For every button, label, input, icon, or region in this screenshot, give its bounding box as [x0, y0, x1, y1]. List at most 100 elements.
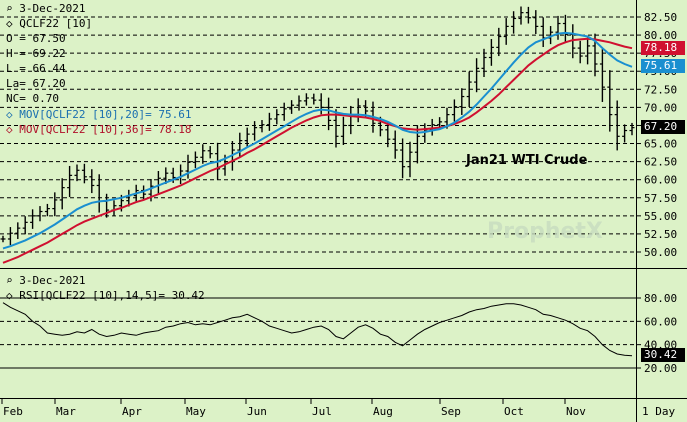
high-value: H = 69.22	[6, 47, 66, 60]
price-tick-label: 82.50	[644, 11, 677, 24]
price-bar	[163, 167, 169, 185]
price-bar	[525, 6, 531, 24]
annotation-text: Jan21 WTI Crude	[465, 153, 588, 168]
rsi-date: ⌕ 3-Dec-2021	[6, 274, 86, 287]
price-bar	[244, 127, 250, 148]
symbol-legend[interactable]: ◇ QCLF22 [10]	[6, 17, 93, 30]
price-bar	[459, 88, 465, 115]
chart-date: ⌕ 3-Dec-2021	[6, 2, 86, 15]
price-bar	[0, 235, 6, 243]
price-bar	[318, 93, 324, 115]
price-bar	[200, 144, 206, 164]
price-tick-label: 50.00	[644, 246, 677, 259]
mov36-legend[interactable]: ◇ MOV[QCLF22 [10],36]= 78.18	[6, 123, 192, 136]
price-bar	[496, 27, 502, 57]
price-bar	[252, 121, 258, 141]
price-bar	[22, 216, 28, 235]
price-bar	[15, 222, 21, 239]
month-label: Jul	[312, 405, 332, 418]
price-tick-label: 70.00	[644, 101, 677, 114]
price-bar	[303, 93, 309, 106]
month-label: Aug	[373, 405, 393, 418]
last-price-tag: 67.20	[641, 120, 685, 134]
price-bar	[296, 95, 302, 111]
month-label: Jun	[247, 405, 267, 418]
price-bar	[81, 163, 87, 184]
last-value: La= 67.20	[6, 77, 66, 90]
rsi-legend[interactable]: ◇ RSI[QCLF22 [10],14,5]= 30.42	[6, 289, 205, 302]
month-label: Oct	[504, 405, 524, 418]
price-bar	[414, 125, 420, 164]
price-tick-label: 80.00	[644, 29, 677, 42]
period-label[interactable]: 1 Day	[642, 405, 675, 418]
rsi-tick-label: 60.00	[644, 315, 677, 328]
price-tick-label: 62.50	[644, 156, 677, 169]
mov20-legend[interactable]: ◇ MOV[QCLF22 [10],20]= 75.61	[6, 108, 192, 121]
price-bar	[466, 71, 472, 108]
price-bar	[629, 122, 635, 136]
price-bar	[407, 141, 413, 178]
price-bar	[274, 109, 280, 125]
price-bar	[599, 49, 605, 102]
price-bar	[585, 37, 591, 65]
net-change-value: NC= 0.70	[6, 92, 59, 105]
price-bar	[259, 120, 265, 133]
month-label: Nov	[566, 405, 586, 418]
price-bar	[311, 93, 317, 105]
price-bar	[555, 15, 561, 40]
price-bar	[562, 14, 568, 44]
price-bar	[192, 151, 198, 169]
price-bar	[474, 58, 480, 93]
low-value: L = 66.44	[6, 62, 66, 75]
month-label: May	[186, 405, 206, 418]
magnifier-icon[interactable]: ⌕	[6, 274, 13, 287]
price-bar	[511, 11, 517, 34]
price-bar	[7, 227, 13, 246]
price-bar	[237, 132, 243, 158]
rsi-tick-label: 80.00	[644, 292, 677, 305]
month-axis: Feb Mar Apr May Jun Jul Aug Sep Oct Nov	[1, 398, 586, 418]
price-bar	[30, 209, 36, 229]
open-value: O = 67.50	[6, 32, 66, 45]
rsi-line	[2, 302, 633, 357]
price-tick-label: 72.50	[644, 83, 677, 96]
price-bar	[518, 6, 524, 25]
month-label: Mar	[56, 405, 76, 418]
price-bar	[481, 48, 487, 78]
rsi-tick-label: 20.00	[644, 362, 677, 375]
price-bar	[385, 121, 391, 148]
price-bar	[89, 169, 95, 194]
price-bar	[400, 138, 406, 179]
mov20-tag: 75.61	[641, 59, 685, 73]
price-tick-label: 65.00	[644, 138, 677, 151]
ma20-line	[2, 31, 633, 250]
price-bar	[52, 192, 58, 217]
price-bar	[44, 203, 50, 217]
price-bar	[59, 178, 65, 210]
price-bar	[37, 206, 43, 222]
month-label: Apr	[122, 405, 142, 418]
price-bar	[67, 165, 73, 198]
price-bar	[607, 70, 613, 132]
price-bar	[185, 154, 191, 179]
price-bar	[392, 130, 398, 159]
price-tick-label: 60.00	[644, 174, 677, 187]
price-bar	[614, 100, 620, 151]
price-bar	[488, 39, 494, 66]
price-bar	[363, 100, 369, 117]
price-bar	[74, 164, 80, 182]
watermark-text: ProphetX	[487, 219, 603, 244]
price-bar	[503, 18, 509, 45]
price-bar	[577, 40, 583, 64]
price-bar	[451, 99, 457, 122]
price-tick-label: 57.50	[644, 192, 677, 205]
price-tick-label: 52.50	[644, 228, 677, 241]
price-bar	[266, 112, 272, 131]
mov36-tag: 78.18	[641, 41, 685, 55]
price-bar	[533, 10, 539, 34]
month-label: Sep	[441, 405, 461, 418]
magnifier-icon[interactable]: ⌕	[6, 2, 13, 15]
price-axis: 82.5080.0077.5075.0072.5070.0067.5065.00…	[636, 11, 677, 259]
price-tick-label: 55.00	[644, 210, 677, 223]
